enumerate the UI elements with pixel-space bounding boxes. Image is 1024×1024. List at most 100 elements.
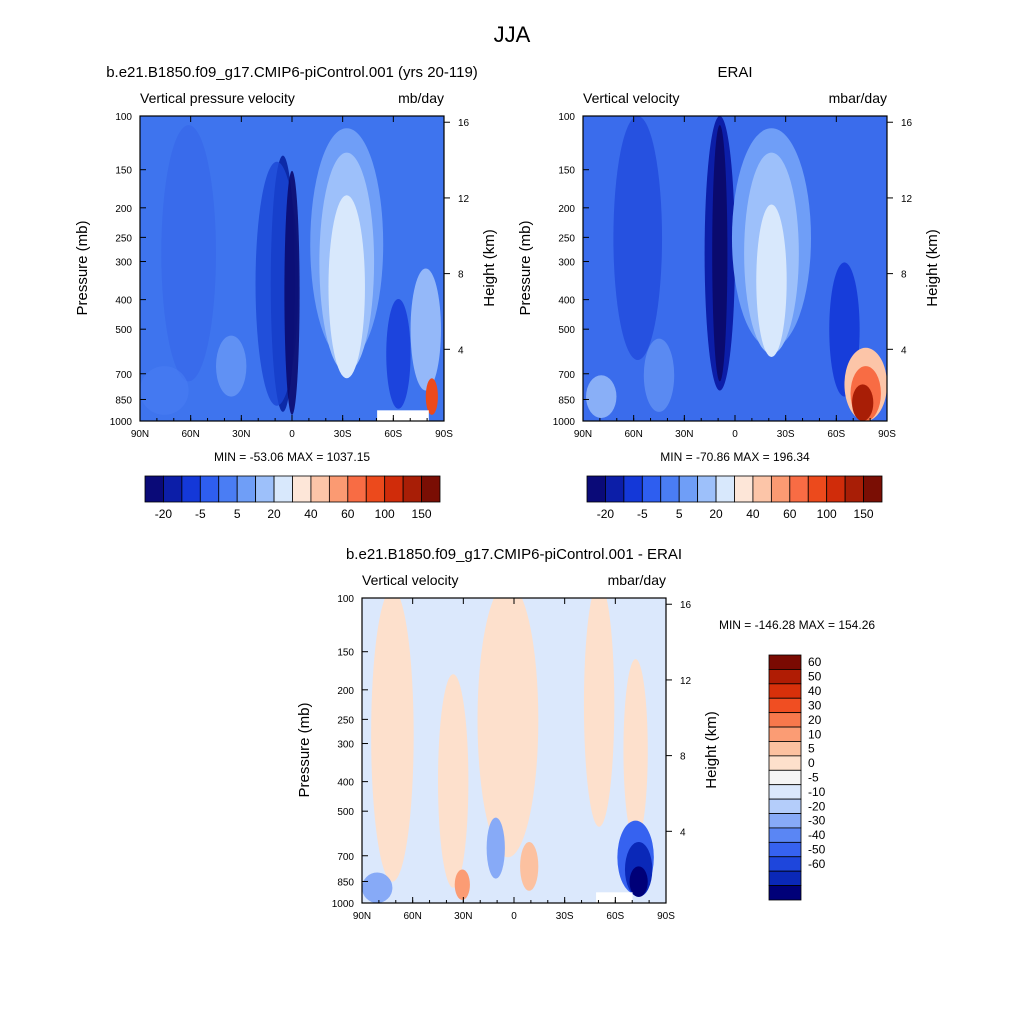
colorbar-label: -60 xyxy=(808,857,826,871)
contour-region xyxy=(629,866,648,897)
colorbar-swatch xyxy=(678,475,699,503)
y-tick-label: 700 xyxy=(337,852,354,863)
colorbar-swatch xyxy=(365,475,386,503)
contour-plot: 90N 60N 30N 0 30S 60S 90S 100 150 200 250 300 400 500… xyxy=(332,594,692,922)
field-fill xyxy=(583,116,887,421)
colorbar-label: 50 xyxy=(808,670,822,684)
colorbar-swatch xyxy=(255,475,275,503)
y-tick-label: 300 xyxy=(115,258,132,269)
colorbar: -20 -5 5 20 40 60 100 150 xyxy=(144,475,441,521)
colorbar-swatch xyxy=(807,475,828,503)
colorbar-swatch xyxy=(236,475,257,503)
y-tick-label: 700 xyxy=(558,370,575,381)
colorbar-swatch xyxy=(605,475,625,503)
x-tick-label: 90N xyxy=(353,911,371,922)
colorbar-swatch xyxy=(768,885,802,901)
y2-tick-label: 4 xyxy=(901,345,907,356)
colorbar-swatch xyxy=(328,475,349,503)
contour-region xyxy=(583,598,615,827)
y2-tick-label: 16 xyxy=(901,118,913,129)
y2-tick-label: 16 xyxy=(680,600,692,611)
variable-label: Vertical pressure velocity xyxy=(140,90,295,106)
colorbar-label: 60 xyxy=(341,507,355,521)
y-tick-label: 1000 xyxy=(110,417,133,428)
contour-region xyxy=(586,375,617,418)
colorbar-swatch xyxy=(310,475,330,503)
x-tick-label: 30S xyxy=(556,911,574,922)
y-tick-label: 100 xyxy=(558,112,575,123)
colorbar-swatch xyxy=(768,683,802,699)
y2-axis-title: Height (km) xyxy=(924,229,941,307)
colorbar-swatch xyxy=(715,475,735,503)
y-tick-label: 200 xyxy=(115,204,132,215)
units-label: mbar/day xyxy=(608,572,666,588)
y2-tick-label: 8 xyxy=(680,752,686,763)
contour-region xyxy=(425,378,438,415)
y-tick-label: 1000 xyxy=(332,899,355,910)
colorbar-swatch xyxy=(697,475,717,503)
contour-region xyxy=(712,125,728,382)
y-axis-title: Pressure (mb) xyxy=(517,220,534,315)
contour-region xyxy=(613,116,663,360)
colorbar-swatch xyxy=(768,870,802,886)
y-tick-label: 500 xyxy=(115,325,132,336)
x-tick-label: 90N xyxy=(131,429,149,440)
colorbar-label: 40 xyxy=(304,507,318,521)
panel-title: ERAI xyxy=(717,64,752,81)
colorbar-swatch xyxy=(770,475,791,503)
panel-obs: ERAI Vertical velocity mbar/day 90N 60N 30… xyxy=(517,64,941,521)
min-max-label: MIN = -146.28 MAX = 154.26 xyxy=(719,618,875,632)
colorbar-swatch xyxy=(768,726,802,742)
colorbar-label: 0 xyxy=(808,756,815,770)
contour-region xyxy=(410,268,441,391)
colorbar-swatch xyxy=(181,475,201,503)
y-axis-title: Pressure (mb) xyxy=(296,702,313,797)
x-tick-label: 90S xyxy=(435,429,453,440)
y-tick-label: 150 xyxy=(115,166,132,177)
x-tick-label: 90S xyxy=(657,911,675,922)
y2-tick-label: 4 xyxy=(680,827,686,838)
colorbar-swatch xyxy=(768,827,802,843)
colorbar-label: -10 xyxy=(808,785,826,799)
x-tick-label: 60S xyxy=(606,911,624,922)
contour-region xyxy=(140,366,189,415)
colorbar-swatch xyxy=(199,475,220,503)
colorbar-label: -20 xyxy=(597,507,615,521)
colorbar-label: 20 xyxy=(709,507,723,521)
x-tick-label: 90S xyxy=(878,429,896,440)
contour-plot: 90N 60N 30N 0 30S 60S 90S 100 150 200 250 300 400 500… xyxy=(110,112,470,440)
colorbar-label: 10 xyxy=(808,727,822,741)
colorbar-label: 40 xyxy=(746,507,760,521)
x-tick-label: 30N xyxy=(232,429,250,440)
colorbar-swatch xyxy=(768,769,802,786)
contour-region xyxy=(756,204,787,357)
colorbar-label: -30 xyxy=(808,814,826,828)
colorbar-swatch xyxy=(768,697,802,714)
y-tick-label: 150 xyxy=(337,648,354,659)
colorbar-swatch xyxy=(768,798,802,814)
contour-region xyxy=(284,170,300,415)
panel-difference: b.e21.B1850.f09_g17.CMIP6-piControl.001 … xyxy=(296,546,875,922)
x-tick-label: 0 xyxy=(511,911,517,922)
colorbar-swatch xyxy=(768,669,802,685)
colorbar-swatch xyxy=(292,475,312,503)
contour-region xyxy=(438,674,469,888)
x-tick-label: 60S xyxy=(384,429,402,440)
y-tick-label: 100 xyxy=(115,112,132,123)
colorbar-label: 5 xyxy=(234,507,241,521)
y-tick-label: 850 xyxy=(115,395,132,406)
x-tick-label: 60N xyxy=(181,429,199,440)
colorbar-label: 30 xyxy=(808,698,822,712)
colorbar-swatch xyxy=(844,475,864,503)
colorbar-label: 150 xyxy=(412,507,432,521)
y-tick-label: 1000 xyxy=(553,417,576,428)
missing-data-mask xyxy=(377,410,429,421)
colorbar-swatch xyxy=(273,475,293,503)
colorbar-swatch xyxy=(826,475,846,503)
contour-region xyxy=(161,125,216,382)
y-tick-label: 500 xyxy=(337,807,354,818)
colorbar-label: 5 xyxy=(808,742,815,756)
y-tick-label: 850 xyxy=(337,877,354,888)
y-tick-label: 200 xyxy=(558,204,575,215)
x-tick-label: 30N xyxy=(454,911,472,922)
